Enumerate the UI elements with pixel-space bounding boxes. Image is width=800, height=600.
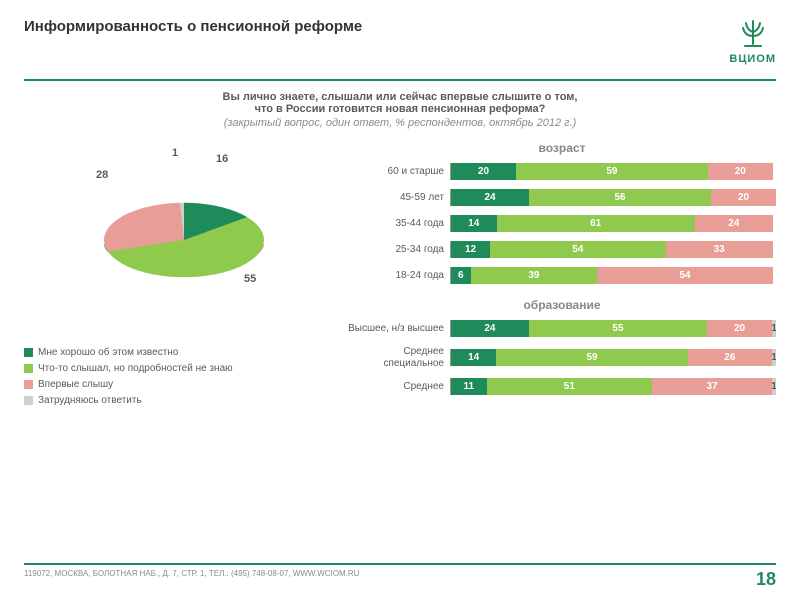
- bar-row: 35-44 года146124: [348, 215, 776, 232]
- pie-legend: Мне хорошо об этом известно Что-то слышал…: [24, 347, 344, 406]
- bar-segment: 33: [666, 241, 773, 258]
- logo-text: ВЦИОМ: [729, 53, 776, 65]
- bar-segment: 55: [529, 320, 707, 337]
- legend-item: Что-то слышал, но подробностей не знаю: [24, 363, 344, 374]
- bar-segment: 24: [451, 189, 529, 206]
- subtitle-line1: Вы лично знаете, слышали или сейчас впер…: [0, 91, 800, 103]
- bar-row: 60 и старше205920: [348, 163, 776, 180]
- subtitle-line2: что в России готовится новая пенсионная …: [0, 103, 800, 115]
- legend-label: Что-то слышал, но подробностей не знаю: [38, 363, 233, 374]
- bar-segment: 61: [497, 215, 695, 232]
- bar-segment: 54: [490, 241, 666, 258]
- bar-segment: 1: [772, 378, 776, 395]
- bar-segment: 37: [652, 378, 772, 395]
- bar-row: 25-34 года125433: [348, 241, 776, 258]
- bar-row: Среднее1151371: [348, 378, 776, 395]
- bar: 1151371: [450, 378, 776, 395]
- legend-item: Впервые слышу: [24, 379, 344, 390]
- bar-segment: 20: [707, 320, 772, 337]
- bar-segment: 14: [451, 349, 496, 366]
- legend-swatch: [24, 380, 33, 389]
- bar-row-label: 45-59 лет: [348, 192, 450, 204]
- page-title: Информированность о пенсионной реформе: [24, 18, 362, 35]
- bar-row-label: 35-44 года: [348, 218, 450, 230]
- pie-slice-label: 1: [172, 147, 178, 159]
- bar-segment: 24: [451, 320, 529, 337]
- bar-segment: 59: [516, 163, 708, 180]
- bar-segment: 12: [451, 241, 490, 258]
- legend-label: Затрудняюсь ответить: [38, 395, 142, 406]
- education-bar-chart: Высшее, н/з высшее2455201Среднее специал…: [348, 320, 776, 395]
- bar-segment: 6: [451, 267, 471, 284]
- pie-slice-label: 55: [244, 273, 256, 285]
- bar-segment: 1: [772, 320, 776, 337]
- bar: 1459261: [450, 349, 776, 366]
- logo-icon: [729, 18, 776, 53]
- bar-segment: 51: [487, 378, 652, 395]
- header-divider: [24, 79, 776, 81]
- bar: 2455201: [450, 320, 776, 337]
- footer-text: 119072, МОСКВА, БОЛОТНАЯ НАБ., Д. 7, СТР…: [24, 569, 359, 590]
- legend-swatch: [24, 348, 33, 357]
- bar-segment: 1: [772, 349, 776, 366]
- legend-item: Мне хорошо об этом известно: [24, 347, 344, 358]
- legend-label: Мне хорошо об этом известно: [38, 347, 178, 358]
- bar-segment: 24: [695, 215, 773, 232]
- bar-segment: 54: [597, 267, 773, 284]
- bar-segment: 59: [496, 349, 687, 366]
- age-section-title: возраст: [348, 141, 776, 155]
- bar-row: 45-59 лет245620: [348, 189, 776, 206]
- bar-row-label: 25-34 года: [348, 244, 450, 256]
- legend-label: Впервые слышу: [38, 379, 113, 390]
- bar-segment: 20: [711, 189, 776, 206]
- bar-row: Среднее специальное1459261: [348, 346, 776, 369]
- bar: 245620: [450, 189, 776, 206]
- age-bar-chart: 60 и старше20592045-59 лет24562035-44 го…: [348, 163, 776, 284]
- bar-segment: 56: [529, 189, 711, 206]
- page-number: 18: [756, 569, 776, 590]
- pie-chart: 16 55 28 1: [54, 145, 314, 335]
- education-section-title: образование: [348, 298, 776, 312]
- legend-item: Затрудняюсь ответить: [24, 395, 344, 406]
- pie-slice-label: 28: [96, 169, 108, 181]
- bar-row-label: 60 и старше: [348, 166, 450, 178]
- bar-segment: 14: [451, 215, 497, 232]
- bar-segment: 20: [451, 163, 516, 180]
- bar-row-label: 18-24 года: [348, 270, 450, 282]
- logo: ВЦИОМ: [729, 18, 776, 65]
- legend-swatch: [24, 364, 33, 373]
- bar: 205920: [450, 163, 776, 180]
- legend-swatch: [24, 396, 33, 405]
- bar-segment: 20: [708, 163, 773, 180]
- bar: 125433: [450, 241, 776, 258]
- bar-row-label: Среднее специальное: [348, 346, 450, 369]
- subtitle: Вы лично знаете, слышали или сейчас впер…: [0, 91, 800, 129]
- bar-row: 18-24 года63954: [348, 267, 776, 284]
- subtitle-line3: (закрытый вопрос, один ответ, % респонде…: [0, 117, 800, 129]
- bar-segment: 26: [688, 349, 772, 366]
- bar-row-label: Среднее: [348, 381, 450, 393]
- bar-row-label: Высшее, н/з высшее: [348, 323, 450, 335]
- bar: 63954: [450, 267, 776, 284]
- bar-row: Высшее, н/з высшее2455201: [348, 320, 776, 337]
- bar-segment: 11: [451, 378, 487, 395]
- bar: 146124: [450, 215, 776, 232]
- bar-segment: 39: [471, 267, 598, 284]
- pie-slice-label: 16: [216, 153, 228, 165]
